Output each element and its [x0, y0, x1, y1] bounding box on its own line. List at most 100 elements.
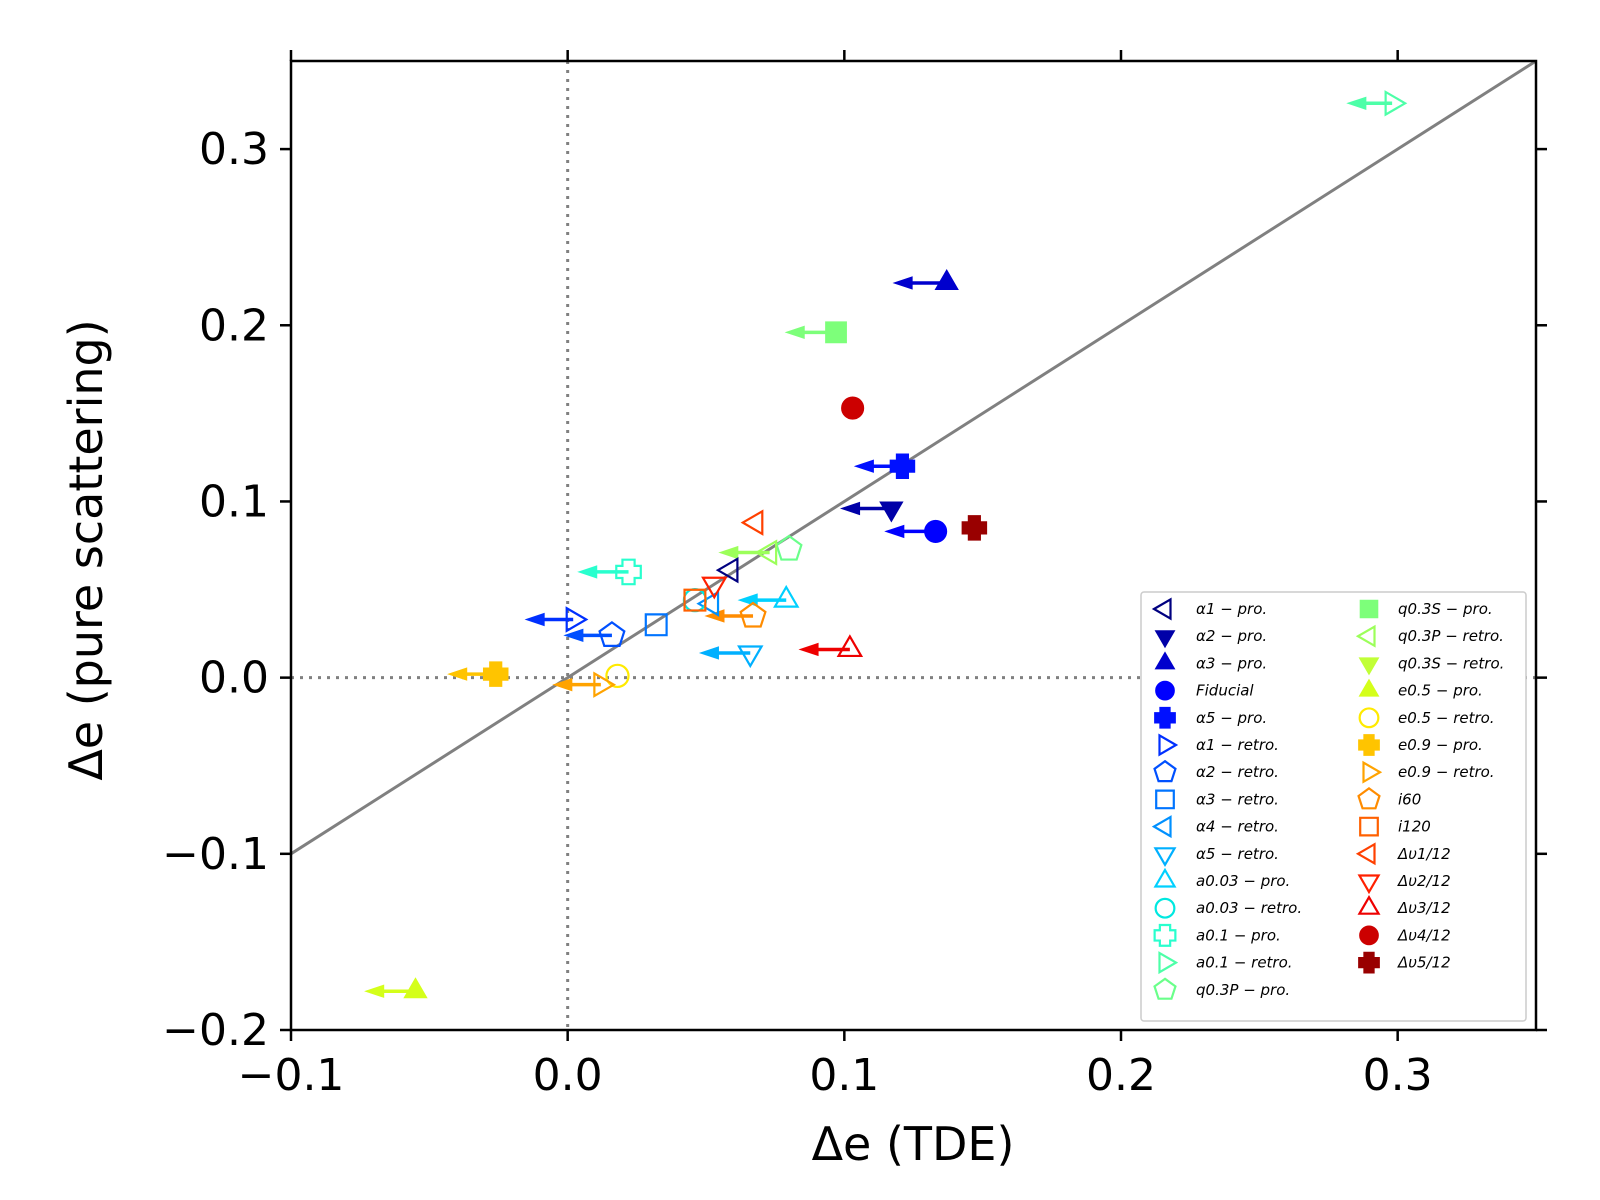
arrowhead-alpha5-retro	[698, 646, 719, 660]
legend-label-a0-03-pro: a0.03 − pro.	[1196, 872, 1290, 890]
point-deltaupsilon1-12	[740, 509, 764, 536]
point-alpha2-pro	[879, 501, 904, 523]
legend-marker-e0-9-retro	[1362, 760, 1383, 784]
x-tick-label: 0.3	[1363, 1050, 1433, 1101]
legend-marker-q0-3p-retro	[1355, 624, 1376, 648]
y-tick-label: −0.2	[162, 1005, 269, 1056]
y-tick-label: 0.0	[199, 653, 269, 704]
y-axis-label: Δe (pure scattering)	[59, 319, 113, 780]
legend-marker-alpha2-retro	[1153, 759, 1177, 783]
legend-label-i60: i60	[1398, 790, 1421, 808]
legend-label-alpha1-pro: α1 − pro.	[1196, 600, 1267, 618]
arrowhead-e0-5-pro	[364, 984, 385, 998]
y-tick-label: 0.3	[199, 124, 269, 175]
point-alpha2-retro	[598, 620, 626, 647]
point-q0-3p-pro	[775, 534, 803, 561]
point-e0-9-pro	[482, 661, 509, 687]
legend-label-a0-1-retro: a0.1 − retro.	[1196, 954, 1293, 972]
legend-label-e0-5-pro: e0.5 − pro.	[1398, 682, 1483, 700]
arrowhead-deltaupsilon3-12	[798, 642, 819, 657]
point-alpha1-retro	[565, 606, 589, 633]
legend-label-alpha1-retro: α1 − retro.	[1196, 736, 1279, 754]
legend-marker-e0-9-pro	[1358, 734, 1380, 756]
x-tick-label: −0.1	[238, 1050, 345, 1101]
x-axis-label: Δe (TDE)	[812, 1117, 1015, 1171]
legend-label-alpha5-retro: α5 − retro.	[1196, 845, 1279, 863]
legend-label-e0-5-retro: e0.5 − retro.	[1398, 709, 1495, 727]
axis-ticks: −0.1 0.0 0.1 0.2 0.3−0.2−0.10.00.10.20.3	[162, 50, 1547, 1101]
legend-label-alpha4-retro: α4 − retro.	[1196, 818, 1279, 836]
point-e0-9-retro	[593, 671, 617, 698]
point-e0-5-pro	[403, 977, 428, 999]
point-i120	[683, 588, 707, 612]
legend-marker-a0-03-pro	[1153, 867, 1177, 888]
arrowhead-alpha3-pro	[892, 276, 913, 290]
point-deltaupsilon4-12	[841, 396, 865, 420]
point-a0-1-pro	[615, 558, 642, 586]
legend-label-q0-3p-pro: q0.3P − pro.	[1196, 981, 1290, 999]
legend-marker-a0-1-pro	[1153, 923, 1177, 947]
point-deltaupsilon5-12	[961, 515, 988, 541]
point-alpha3-pro	[934, 268, 959, 290]
legend-label-a0-1-pro: a0.1 − pro.	[1196, 926, 1281, 944]
legend-label-a0-03-retro: a0.03 − retro.	[1196, 899, 1302, 917]
legend-label-deltaupsilon5-12: Δυ5/12	[1397, 954, 1451, 972]
arrowhead-e0-9-retro	[552, 677, 573, 692]
y-tick-label: 0.1	[199, 476, 269, 527]
legend-label-alpha5-pro: α5 − pro.	[1196, 709, 1267, 727]
x-tick-label: 0.1	[809, 1050, 879, 1101]
legend-marker-q0-3p-pro	[1153, 977, 1177, 1000]
arrowhead-e0-9-pro	[447, 667, 468, 681]
arrowhead-fiducial	[884, 524, 905, 539]
legend-marker-alpha1-retro	[1158, 733, 1179, 757]
legend-marker-alpha5-retro	[1153, 847, 1177, 867]
legend-marker-a0-03-retro	[1154, 897, 1176, 919]
legend-label-deltaupsilon4-12: Δυ4/12	[1397, 926, 1451, 944]
legend-marker-deltaupsilon1-12	[1355, 842, 1376, 866]
legend-marker-alpha4-retro	[1151, 815, 1172, 839]
legend-marker-deltaupsilon4-12	[1359, 925, 1379, 946]
legend-marker-q0-3s-pro	[1359, 599, 1379, 619]
point-alpha1-pro	[715, 556, 739, 584]
legend-label-e0-9-retro: e0.9 − retro.	[1398, 763, 1495, 781]
point-a0-1-retro	[1384, 90, 1408, 117]
legend-marker-fiducial	[1155, 680, 1175, 701]
legend-marker-q0-3s-retro	[1358, 657, 1380, 676]
legend-label-fiducial: Fiducial	[1196, 682, 1254, 700]
arrowhead-alpha2-retro	[563, 628, 584, 643]
point-fiducial	[924, 519, 948, 543]
legend-label-i120: i120	[1398, 818, 1431, 836]
x-tick-label: 0.0	[533, 1050, 603, 1101]
legend-marker-e0-5-retro	[1358, 707, 1380, 729]
arrowhead-alpha5-pro	[853, 459, 874, 473]
legend-label-e0-9-pro: e0.9 − pro.	[1398, 736, 1483, 754]
one-to-one-line	[290, 59, 1537, 856]
data-points-layer	[403, 90, 1408, 999]
legend-marker-a0-1-retro	[1158, 951, 1179, 975]
legend-label-deltaupsilon2-12: Δυ2/12	[1397, 872, 1451, 890]
arrowhead-a0-1-retro	[1346, 96, 1367, 110]
legend-label-q0-3s-pro: q0.3S − pro.	[1398, 600, 1493, 618]
y-tick-label: 0.2	[199, 300, 269, 351]
arrowhead-alpha2-pro	[839, 501, 861, 516]
arrowhead-q0-3p-retro	[718, 545, 739, 560]
legend-marker-alpha2-pro	[1154, 630, 1176, 649]
legend-label-alpha2-pro: α2 − pro.	[1196, 627, 1267, 645]
arrowhead-a0-1-pro	[577, 565, 598, 579]
point-alpha5-retro	[737, 645, 764, 669]
legend-label-deltaupsilon1-12: Δυ1/12	[1397, 845, 1451, 863]
point-alpha5-pro	[889, 453, 916, 479]
legend-marker-e0-5-pro	[1358, 678, 1380, 697]
legend: α1 − pro. α2 − pro. α3 − pro. Fiducial α5 − …	[1140, 591, 1527, 1022]
legend-marker-i60	[1357, 787, 1381, 810]
legend-label-alpha2-retro: α2 − retro.	[1196, 763, 1279, 781]
legend-frame	[1140, 591, 1527, 1022]
arrowhead-q0-3s-pro	[784, 325, 805, 340]
plot-frame	[289, 59, 1538, 1032]
point-deltaupsilon2-12	[701, 576, 728, 600]
point-a0-03-pro	[773, 584, 800, 608]
legend-label-alpha3-pro: α3 − pro.	[1196, 654, 1267, 672]
point-q0-3p-retro	[754, 539, 778, 566]
legend-label-deltaupsilon3-12: Δυ3/12	[1397, 899, 1451, 917]
